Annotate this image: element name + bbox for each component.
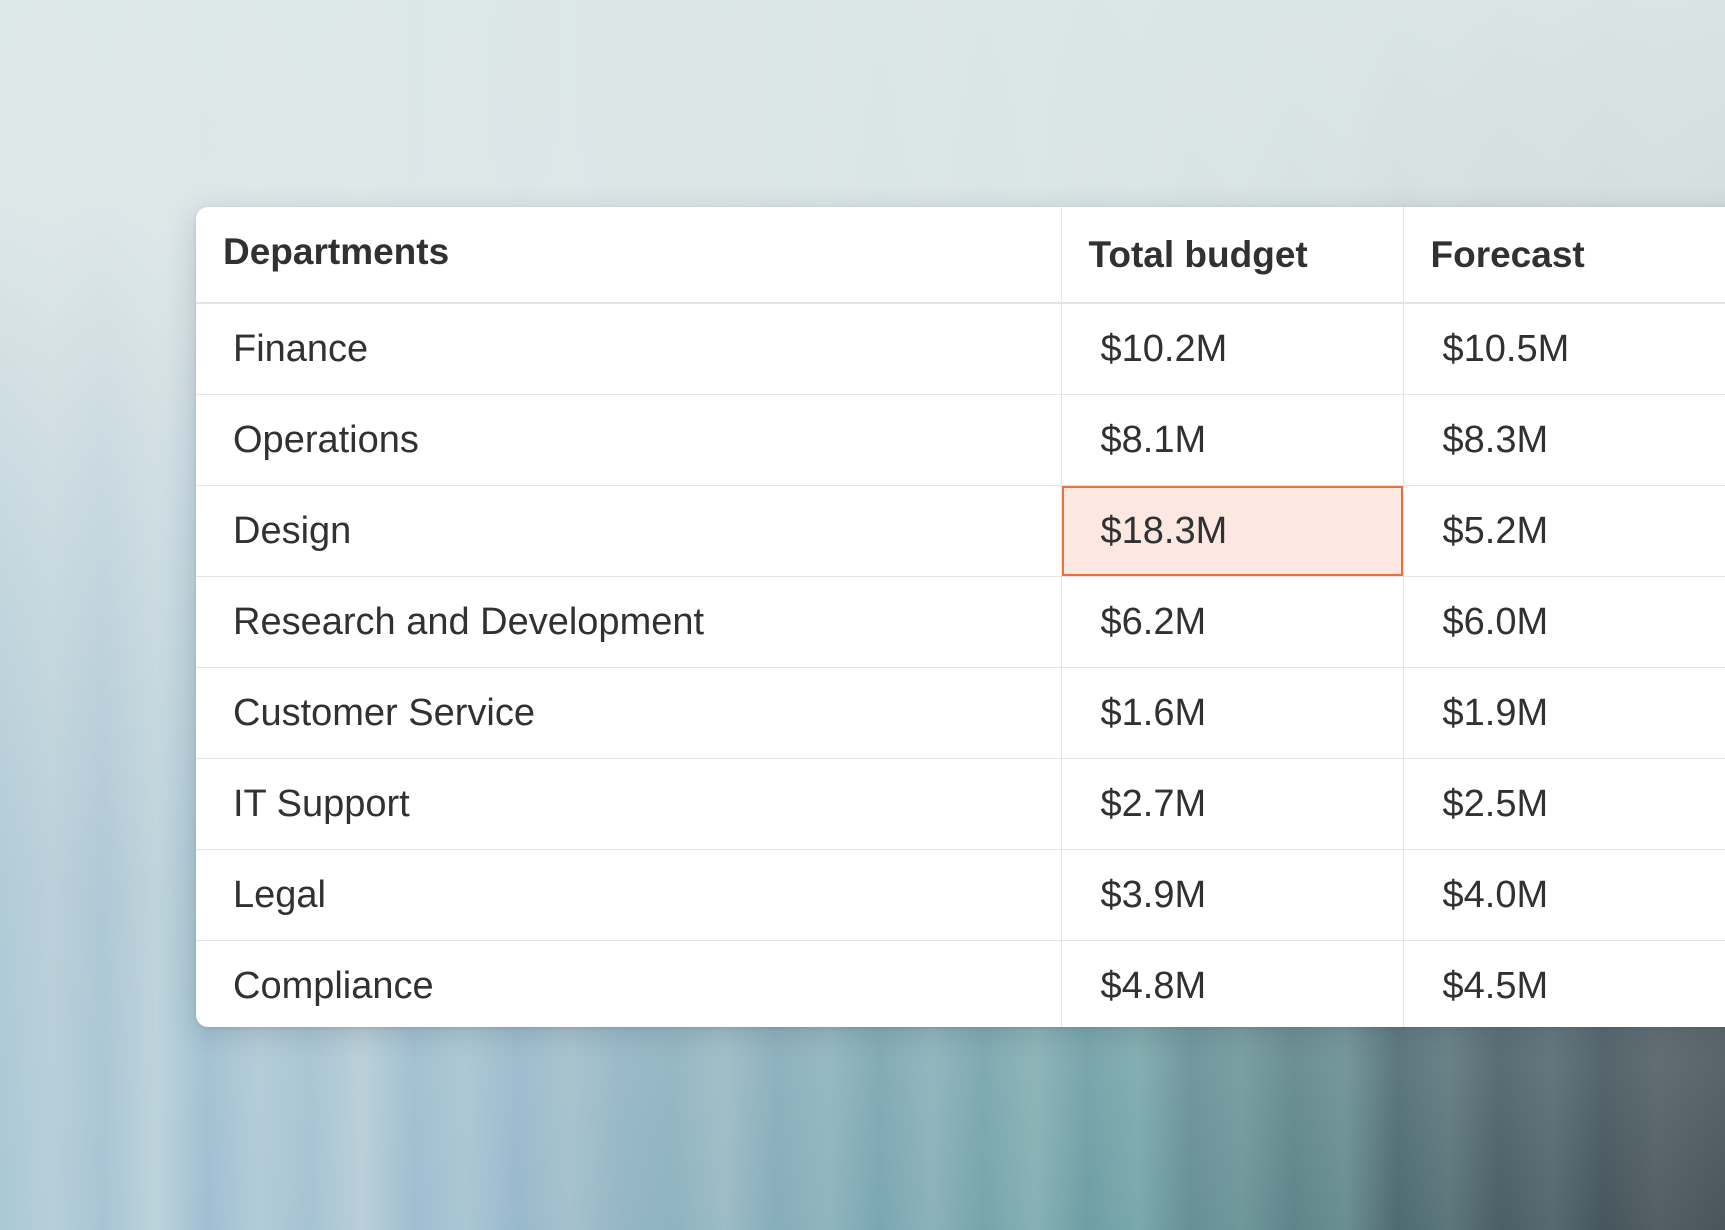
forecast-cell[interactable]: $8.3M	[1403, 394, 1725, 486]
column-header-departments[interactable]: Departments	[196, 207, 1062, 304]
forecast-cell[interactable]: $2.5M	[1403, 758, 1725, 850]
department-cell[interactable]: Research and Development	[196, 576, 1062, 668]
total-budget-cell[interactable]: $1.6M	[1061, 667, 1404, 759]
total-budget-cell[interactable]: $8.1M	[1061, 394, 1404, 486]
forecast-cell[interactable]: $4.0M	[1403, 849, 1725, 941]
forecast-cell[interactable]: $4.5M	[1442, 964, 1549, 1007]
table-row: Research and Development $6.2M $6.0M	[196, 576, 1725, 668]
forecast-cell[interactable]: $10.5M	[1403, 303, 1725, 395]
table-row: Operations $8.1M $8.3M	[196, 394, 1725, 486]
total-budget-cell[interactable]: $2.7M	[1061, 758, 1404, 850]
total-budget-cell[interactable]: $3.9M	[1061, 849, 1404, 941]
column-header-total-budget[interactable]: Total budget	[1061, 207, 1404, 304]
table-row: Legal $3.9M $4.0M	[196, 849, 1725, 941]
total-budget-cell[interactable]: $6.2M	[1061, 576, 1404, 668]
department-cell[interactable]: Design	[196, 485, 1062, 577]
total-budget-cell-selected[interactable]: $18.3M	[1061, 485, 1404, 577]
table-row: IT Support $2.7M $2.5M	[196, 758, 1725, 850]
department-cell[interactable]: Customer Service	[196, 667, 1062, 759]
budget-table-card: Departments Total budget Forecast Financ…	[196, 207, 1725, 1027]
forecast-cell[interactable]: $6.0M	[1403, 576, 1725, 668]
forecast-cell[interactable]: $1.9M	[1403, 667, 1725, 759]
department-cell[interactable]: Operations	[196, 394, 1062, 486]
table-header-row: Departments Total budget Forecast	[196, 207, 1725, 304]
department-cell[interactable]: Finance	[196, 303, 1062, 395]
total-budget-cell[interactable]: $4.8M	[1061, 940, 1404, 1027]
department-cell[interactable]: Compliance	[196, 940, 1062, 1027]
table-row: Compliance $4.8M $4.5M	[196, 940, 1725, 1027]
department-cell[interactable]: IT Support	[196, 758, 1062, 850]
department-cell[interactable]: Legal	[196, 849, 1062, 941]
table-row: Design $18.3M $5.2M	[196, 485, 1725, 577]
table-row: Finance $10.2M $10.5M	[196, 303, 1725, 395]
budget-table: Departments Total budget Forecast Financ…	[196, 207, 1725, 1027]
column-header-forecast[interactable]: Forecast	[1403, 207, 1725, 304]
table-row: Customer Service $1.6M $1.9M	[196, 667, 1725, 759]
total-budget-cell[interactable]: $10.2M	[1061, 303, 1404, 395]
forecast-cell[interactable]: $5.2M	[1403, 485, 1725, 577]
